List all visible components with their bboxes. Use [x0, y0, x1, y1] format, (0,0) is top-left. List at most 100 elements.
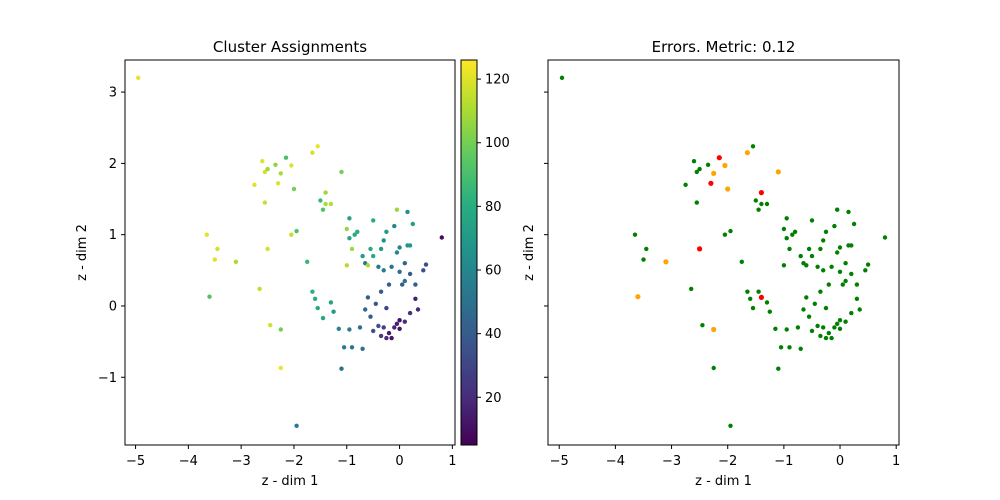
data-point	[809, 328, 815, 334]
data-point	[837, 245, 843, 250]
data-point	[694, 200, 699, 205]
data-point	[371, 253, 376, 259]
data-point	[397, 245, 402, 250]
data-point	[233, 259, 239, 264]
data-point	[854, 282, 860, 287]
data-point	[397, 318, 402, 323]
cluster-assignments-title: Cluster Assignments	[213, 38, 367, 56]
x-tick-label: −1	[337, 454, 356, 469]
data-point	[711, 170, 717, 176]
data-point	[849, 243, 854, 248]
data-point	[728, 423, 733, 428]
data-point	[373, 301, 378, 306]
data-point	[784, 216, 789, 221]
cluster-points	[136, 75, 444, 428]
data-point	[809, 218, 815, 223]
data-point	[784, 236, 789, 241]
data-point	[835, 250, 840, 255]
data-point	[318, 198, 323, 203]
data-point	[310, 289, 315, 294]
data-point	[260, 159, 265, 164]
data-point	[381, 238, 386, 243]
data-point	[753, 198, 758, 203]
data-point	[711, 326, 717, 333]
data-point	[829, 335, 834, 341]
data-point	[360, 346, 365, 351]
data-point	[402, 319, 407, 324]
data-point	[750, 305, 756, 311]
data-point	[700, 323, 705, 328]
data-point	[708, 180, 714, 186]
x-tick-label: 0	[836, 454, 844, 469]
data-point	[705, 162, 711, 167]
data-point	[826, 282, 831, 287]
data-point	[795, 325, 801, 330]
data-point	[397, 269, 402, 274]
data-point	[268, 323, 273, 328]
data-point	[635, 294, 641, 300]
data-point	[278, 171, 283, 176]
data-point	[392, 325, 397, 330]
x-tick-label: −2	[718, 454, 737, 469]
data-point	[784, 327, 789, 332]
data-point	[632, 232, 638, 237]
data-point	[804, 263, 809, 268]
data-point	[407, 310, 413, 316]
data-point	[812, 301, 817, 306]
data-point	[415, 307, 421, 312]
data-point	[357, 325, 363, 330]
cluster-y-ticks: −1 0 1 2 3	[98, 86, 125, 386]
colorbar-gradient	[460, 59, 478, 446]
data-point	[291, 186, 297, 192]
data-point	[722, 232, 728, 237]
data-point	[806, 246, 812, 252]
data-point	[402, 278, 407, 284]
data-point	[821, 325, 826, 330]
data-point	[378, 333, 384, 339]
data-point	[837, 326, 843, 331]
data-point	[758, 294, 765, 300]
data-point	[265, 166, 270, 172]
data-point	[641, 257, 646, 262]
x-tick-label: 1	[448, 454, 456, 469]
data-point	[846, 209, 851, 215]
data-point	[215, 246, 220, 252]
errors-y-axis-label: z - dim 2	[522, 224, 537, 281]
data-point	[275, 181, 281, 186]
data-point	[262, 169, 268, 175]
data-point	[413, 296, 418, 301]
x-tick-label: 1	[892, 454, 900, 469]
colorbar-tick-label: 120	[485, 73, 510, 88]
data-point	[365, 263, 371, 268]
data-point	[758, 190, 765, 196]
data-point	[289, 232, 294, 237]
data-point	[823, 229, 829, 234]
data-point	[344, 226, 349, 232]
data-point	[778, 345, 784, 350]
data-point	[711, 365, 716, 371]
data-point	[320, 315, 326, 321]
data-point	[781, 226, 787, 232]
data-point	[818, 246, 823, 252]
data-point	[341, 345, 347, 350]
cluster-y-axis-label: z - dim 2	[75, 224, 90, 281]
data-point	[378, 289, 384, 294]
data-point	[683, 182, 688, 187]
data-point	[349, 246, 355, 252]
data-point	[405, 209, 410, 215]
colorbar-tick-label: 60	[485, 264, 502, 279]
data-point	[363, 307, 368, 312]
data-point	[823, 305, 829, 311]
data-point	[728, 228, 733, 234]
data-point	[386, 330, 392, 336]
data-point	[798, 346, 803, 351]
data-point	[423, 262, 429, 267]
data-point	[384, 335, 389, 341]
colorbar: 20 40 60 80 100 120	[460, 59, 510, 446]
data-point	[273, 162, 278, 167]
data-point	[849, 271, 854, 277]
data-point	[371, 218, 376, 223]
data-point	[294, 423, 299, 428]
data-point	[865, 262, 871, 267]
y-tick-label: 3	[109, 86, 117, 101]
